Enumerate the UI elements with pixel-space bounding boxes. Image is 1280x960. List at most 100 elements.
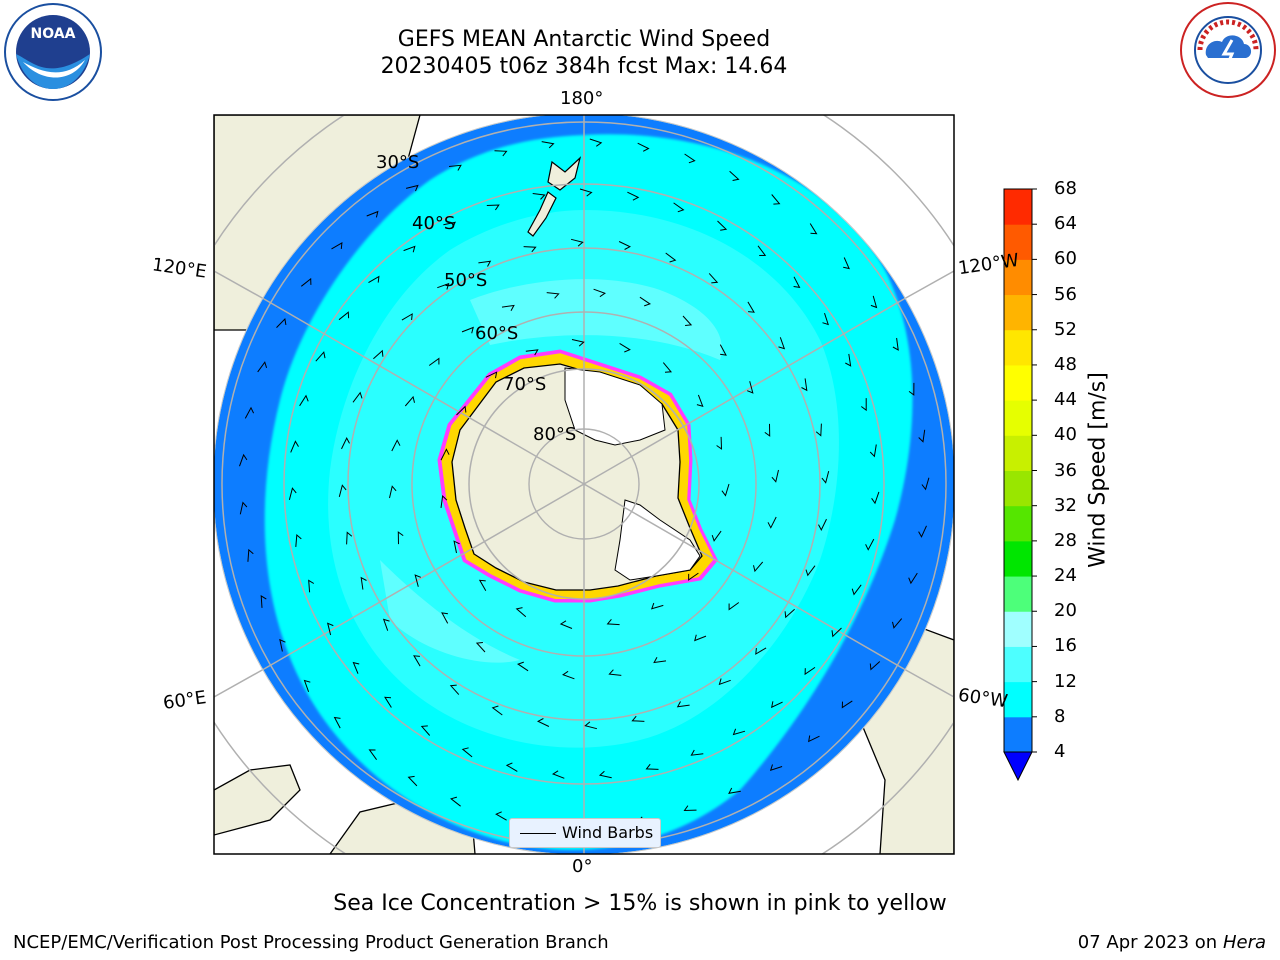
lat-label-60s: 60°S xyxy=(475,323,519,344)
wind-barb xyxy=(821,470,830,484)
wind-barb xyxy=(391,439,401,452)
wind-barb xyxy=(809,223,818,235)
wind-barb xyxy=(818,518,827,532)
wind-barb xyxy=(450,796,461,807)
colorbar-segment xyxy=(1004,329,1032,366)
lat-label-50s: 50°S xyxy=(444,270,488,291)
wind-barb xyxy=(673,202,685,213)
colorbar-tick-label: 40 xyxy=(1054,424,1077,446)
map-frame xyxy=(213,114,955,855)
colorbar-segment xyxy=(1004,576,1032,612)
nws-logo xyxy=(1180,2,1276,98)
wind-barb xyxy=(841,700,853,709)
wind-barb xyxy=(440,494,448,508)
wind-barb xyxy=(665,252,677,263)
colorbar-tick-label: 56 xyxy=(1054,283,1077,305)
colorbar-tick-label: 16 xyxy=(1054,635,1077,657)
wind-barb xyxy=(771,194,781,205)
wind-barb xyxy=(584,721,598,730)
wind-barb xyxy=(871,491,880,505)
wind-barb xyxy=(753,561,764,573)
wind-barb xyxy=(719,344,727,356)
wind-barb xyxy=(593,288,606,298)
lon-label-0: 0° xyxy=(572,856,593,877)
wind-barb xyxy=(717,220,728,231)
noaa-logo-text: NOAA xyxy=(31,26,76,42)
colorbar-tick-label: 64 xyxy=(1054,213,1077,235)
wind-barbs xyxy=(239,138,930,829)
wind-barb xyxy=(308,579,315,593)
wind-barb xyxy=(401,313,413,321)
colorbar-extend-arrow xyxy=(1003,751,1033,782)
colorbar-segment xyxy=(1004,646,1032,683)
wind-barb xyxy=(831,627,842,638)
colorbar-segment xyxy=(1004,611,1032,647)
wind-barb xyxy=(870,295,878,309)
wind-barb xyxy=(822,312,829,326)
wind-barb xyxy=(389,485,397,499)
colorbar-tick-label: 28 xyxy=(1054,529,1077,551)
wind-barb xyxy=(300,277,312,287)
wind-barb xyxy=(346,531,353,545)
wind-barb xyxy=(303,679,311,692)
wind-barb xyxy=(639,296,652,307)
wind-barb xyxy=(475,642,486,653)
wind-barb xyxy=(708,273,719,284)
colorbar-tick-label: 48 xyxy=(1054,353,1077,375)
wind-barb xyxy=(747,381,754,394)
wind-barb xyxy=(690,749,704,756)
wind-barb xyxy=(404,395,415,407)
wind-barb xyxy=(373,349,384,360)
wind-barb xyxy=(908,382,915,396)
wind-barb xyxy=(688,572,699,581)
colorbar-segment xyxy=(1004,540,1032,577)
wind-barb xyxy=(368,275,380,284)
wind-barb xyxy=(784,608,795,619)
wind-barb xyxy=(523,246,537,253)
wind-barb xyxy=(631,715,645,722)
colorbar-segment xyxy=(1004,435,1032,471)
colorbar-tick-label: 20 xyxy=(1054,600,1077,622)
lat-label-40s: 40°S xyxy=(412,213,456,234)
wind-barb xyxy=(618,241,632,250)
wind-barb xyxy=(767,516,777,529)
wind-barb xyxy=(486,204,500,211)
wind-barb xyxy=(571,339,585,347)
colorbar-segment xyxy=(1004,470,1032,507)
legend-line-icon xyxy=(520,833,556,834)
wind-barb xyxy=(515,607,527,618)
wind-barb xyxy=(718,678,731,686)
wind-barb xyxy=(440,448,450,461)
wind-barb xyxy=(478,579,487,591)
wind-barb xyxy=(437,282,450,290)
colorbar-tick-label: 68 xyxy=(1054,178,1077,199)
colorbar-tick-label: 24 xyxy=(1054,565,1077,587)
wind-barb xyxy=(288,487,297,501)
map-legend: Wind Barbs xyxy=(509,818,661,848)
colorbar-tick-label: 4 xyxy=(1054,741,1066,762)
wind-barb xyxy=(764,423,771,437)
wind-barb xyxy=(869,661,881,671)
wind-barb xyxy=(696,394,704,407)
wind-barb xyxy=(326,622,334,636)
lat-label-30s: 30°S xyxy=(376,152,420,173)
wind-barb xyxy=(414,574,421,587)
wind-barb xyxy=(694,634,707,642)
wind-barb xyxy=(257,361,268,373)
footer-host: Hera xyxy=(1222,932,1266,953)
wind-barb xyxy=(407,775,418,787)
wind-barb xyxy=(239,453,248,467)
wind-barb xyxy=(747,301,755,313)
wind-barb xyxy=(290,440,299,453)
colorbar-segment xyxy=(1004,364,1032,401)
wind-barb xyxy=(338,484,347,498)
colorbar-segment xyxy=(1004,259,1032,296)
wind-barb xyxy=(405,184,419,192)
chart-subtitle: 20230405 t06z 384h fcst Max: 14.64 xyxy=(380,54,788,79)
wind-barb xyxy=(338,311,350,321)
wind-barb xyxy=(682,315,693,326)
wind-barb xyxy=(456,405,467,416)
wind-barb xyxy=(368,749,378,760)
colorbar-segment xyxy=(1004,716,1032,753)
